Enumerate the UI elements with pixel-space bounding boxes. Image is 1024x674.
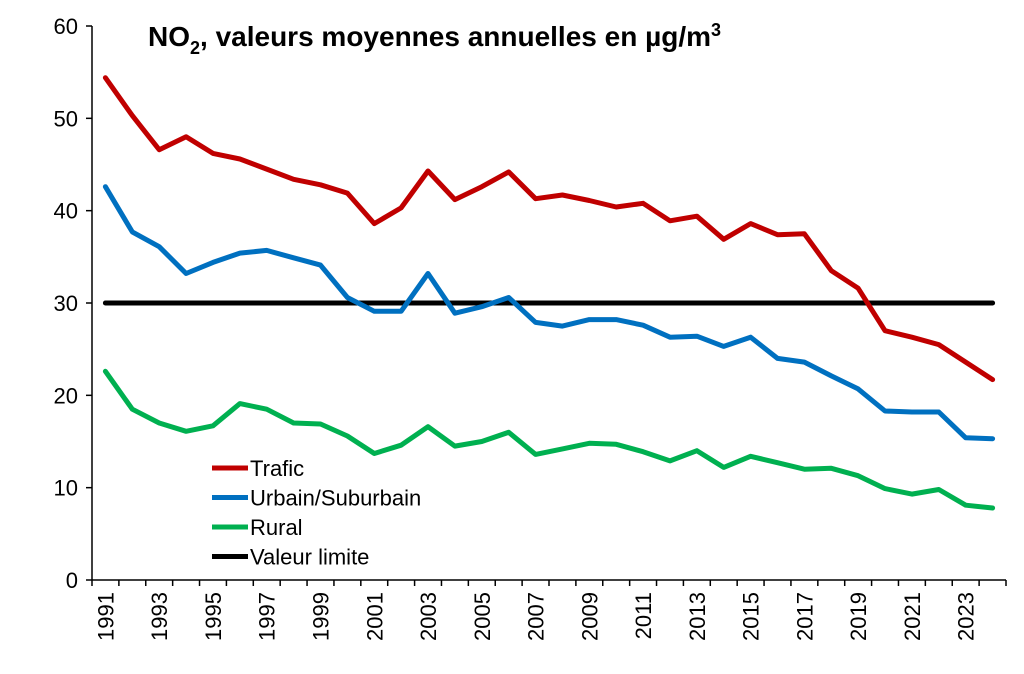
- y-axis: 0 10 20 30 40 50 60: [54, 14, 93, 593]
- y-tick-label: 40: [54, 199, 78, 224]
- title-rest: , valeurs moyennes annuelles en µg/m: [200, 21, 711, 52]
- y-tick-label: 0: [66, 568, 78, 593]
- chart-title: NO2, valeurs moyennes annuelles en µg/m3: [148, 20, 721, 58]
- y-tick-label: 30: [54, 291, 78, 316]
- legend-label: Valeur limite: [250, 545, 369, 570]
- title-superscript: 3: [711, 20, 721, 40]
- x-tick-label: 2003: [416, 592, 441, 641]
- series-line-rural: [102, 368, 996, 511]
- x-tick-label: 1997: [255, 592, 280, 641]
- x-tick-label: 2023: [954, 592, 979, 641]
- y-tick-label: 60: [54, 14, 78, 39]
- series-line-urbain-suburbain: [102, 184, 996, 442]
- x-tick-label: 2005: [470, 592, 495, 641]
- x-tick-label: 2017: [792, 592, 817, 641]
- x-tick-label: 1991: [93, 592, 118, 641]
- x-tick-label: 1995: [201, 592, 226, 641]
- x-tick-label: 1993: [147, 592, 172, 641]
- legend-label: Trafic: [250, 456, 304, 481]
- x-tick-label: 2011: [631, 592, 656, 639]
- title-subscript: 2: [190, 38, 200, 58]
- y-tick-label: 10: [54, 476, 78, 501]
- series-lines: [102, 75, 996, 511]
- x-tick-label: 1999: [309, 592, 334, 641]
- legend-label: Rural: [250, 515, 303, 540]
- x-axis: 1991 1993 1995 1997 1999 2001 2003 2005 2007 2009…: [91, 579, 1007, 641]
- legend: Trafic Urbain/Suburbain Rural Valeur limite: [212, 456, 421, 570]
- y-tick-label: 20: [54, 383, 78, 408]
- y-tick-label: 50: [54, 106, 78, 131]
- x-tick-label: 2007: [524, 592, 549, 641]
- series-line-trafic: [102, 75, 996, 383]
- x-tick-label: 2015: [739, 592, 764, 641]
- x-tick-label: 2013: [685, 592, 710, 641]
- x-tick-label: 2019: [846, 592, 871, 641]
- x-tick-label: 2009: [577, 592, 602, 641]
- x-tick-label: 2001: [362, 592, 387, 641]
- x-tick-label: 2021: [900, 592, 925, 641]
- legend-label: Urbain/Suburbain: [250, 486, 421, 511]
